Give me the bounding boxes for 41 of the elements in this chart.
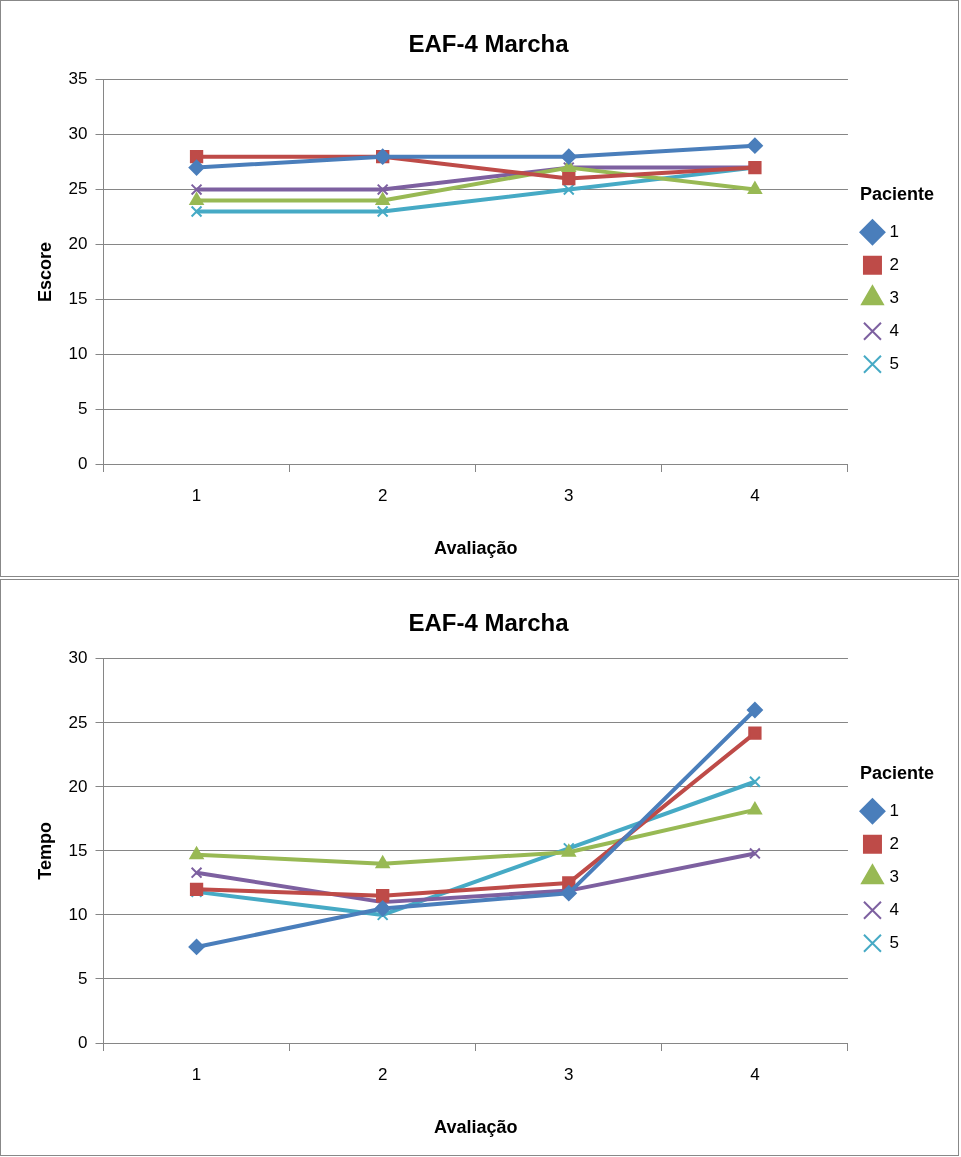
y-tick-label: 30 [68, 124, 88, 144]
y-axis-title: Escore [34, 241, 55, 302]
legend-label: 5 [889, 353, 899, 373]
legend-label: 1 [889, 800, 899, 820]
legend-label: 2 [889, 833, 899, 853]
y-tick-label: 25 [68, 712, 88, 732]
y-tick-label: 5 [78, 968, 88, 988]
chart-title: EAF-4 Marcha [408, 30, 570, 58]
x-tick-label: 3 [564, 485, 574, 505]
y-tick-label: 0 [78, 453, 88, 473]
y-tick-label: 20 [68, 234, 88, 254]
x-tick-label: 1 [191, 1064, 202, 1084]
y-tick-label: 10 [68, 343, 88, 363]
legend-label: 4 [889, 899, 899, 919]
y-tick-label: 25 [68, 179, 88, 199]
y-tick-label: 35 [68, 69, 88, 89]
y-tick-label: 20 [68, 776, 88, 796]
legend-title: Paciente [859, 184, 934, 205]
x-tick-label: 2 [377, 1064, 388, 1084]
x-tick-label: 2 [377, 485, 388, 505]
x-tick-label: 1 [191, 485, 202, 505]
legend-label: 3 [889, 287, 899, 307]
legend-label: 5 [889, 932, 899, 952]
x-tick-label: 4 [750, 1064, 760, 1084]
y-axis-title: Tempo [34, 822, 55, 880]
chart-title: EAF-4 Marcha [408, 609, 570, 637]
legend-label: 3 [889, 866, 899, 886]
legend-label: 4 [889, 320, 899, 340]
x-axis-title: Avaliação [434, 1117, 518, 1138]
legend-label: 2 [889, 254, 899, 274]
y-tick-label: 30 [68, 648, 88, 668]
legend-title: Paciente [859, 763, 934, 784]
x-axis-title: Avaliação [434, 538, 518, 559]
y-tick-label: 15 [68, 840, 88, 860]
legend-label: 1 [889, 221, 899, 241]
y-tick-label: 5 [78, 398, 88, 418]
y-tick-label: 10 [68, 904, 88, 924]
y-tick-label: 0 [78, 1032, 88, 1052]
y-tick-label: 15 [68, 289, 88, 309]
x-tick-label: 4 [750, 485, 760, 505]
x-tick-label: 3 [564, 1064, 574, 1084]
